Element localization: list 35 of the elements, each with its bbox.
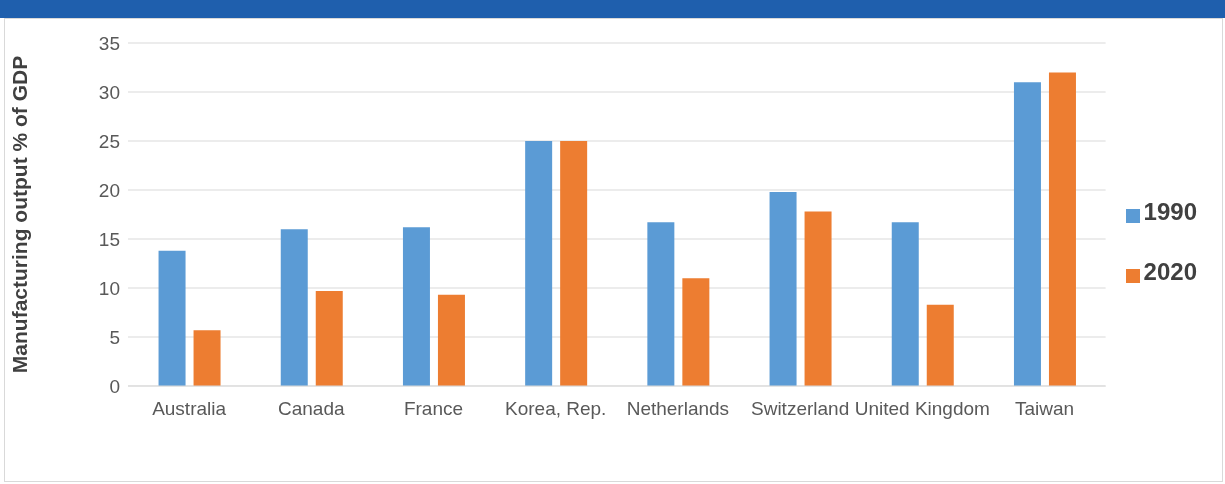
bar <box>769 191 797 386</box>
y-tick-label: 25 <box>98 130 120 152</box>
x-tick-label: France <box>403 398 464 420</box>
bar <box>804 211 832 386</box>
y-tick-label: 5 <box>109 326 120 348</box>
bar <box>525 141 553 386</box>
bar <box>682 278 710 386</box>
bar <box>560 141 588 386</box>
y-tick-label: 0 <box>109 375 120 397</box>
x-tick-label: United Kingdom <box>854 398 990 420</box>
bar <box>437 294 465 386</box>
y-tick-label: 30 <box>98 81 120 103</box>
bar <box>647 222 675 386</box>
bar <box>158 250 186 386</box>
x-tick-label: Korea, Rep. <box>505 398 607 420</box>
legend-label: 1990 <box>1143 198 1197 225</box>
legend-label: 2020 <box>1143 258 1197 285</box>
bar <box>315 290 343 386</box>
bar <box>891 222 919 386</box>
y-axis-title: Manufacturing output % of GDP <box>8 55 32 374</box>
x-tick-label: Canada <box>278 398 346 420</box>
bar <box>926 304 954 386</box>
y-tick-label: 35 <box>98 32 120 54</box>
x-tick-label: Taiwan <box>1014 398 1075 420</box>
bar <box>1048 72 1076 386</box>
y-tick-label: 20 <box>98 179 120 201</box>
y-tick-label: 10 <box>98 277 120 299</box>
bar <box>280 229 308 386</box>
x-tick-label: Netherlands <box>626 398 730 420</box>
bar <box>193 330 221 386</box>
bar <box>402 227 430 386</box>
x-tick-label: Switzerland <box>751 398 850 420</box>
y-tick-label: 15 <box>98 228 120 250</box>
bar <box>1013 82 1041 386</box>
x-tick-label: Australia <box>152 398 227 420</box>
